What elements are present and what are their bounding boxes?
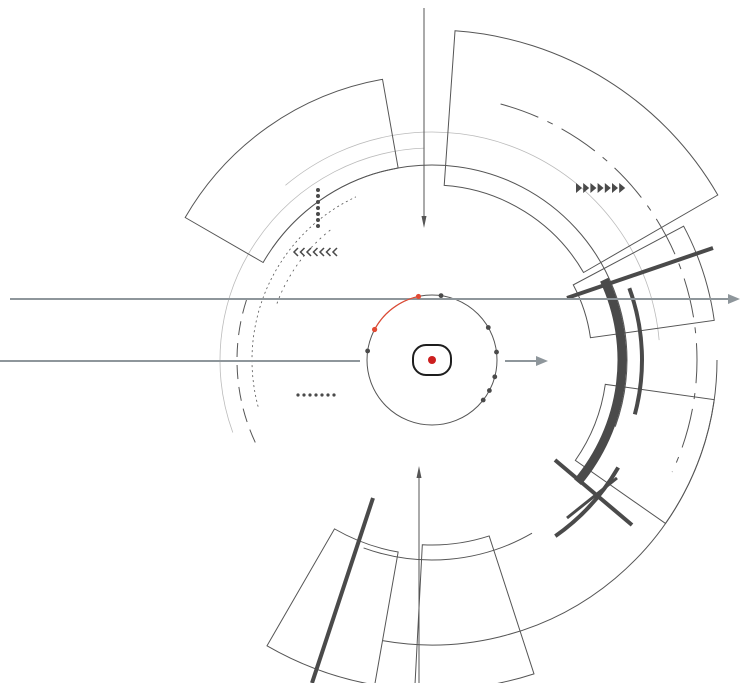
short-right-arrowhead — [536, 356, 548, 366]
light-ring-arc — [285, 131, 660, 341]
vertical-dot-marker — [316, 200, 320, 204]
right-triangle-marker — [583, 183, 590, 193]
horizontal-dot-marker — [296, 393, 300, 397]
red-node-dot — [372, 326, 378, 333]
ring-node-dot — [438, 293, 444, 299]
outer-dashed-arc — [500, 103, 698, 473]
vertical-dot-marker — [316, 206, 320, 210]
marker-glyphs — [292, 183, 626, 397]
ring-node-dot — [492, 374, 498, 380]
right-triangle-marker — [590, 183, 597, 193]
diagonal-bar-lower-left — [310, 497, 375, 683]
left-chevron-marker — [292, 247, 299, 257]
vertical-dot-marker — [316, 194, 320, 198]
right-triangle-marker — [597, 183, 604, 193]
dotted-ring-arc — [251, 196, 357, 407]
horizontal-dot-marker — [320, 393, 324, 397]
vertical-dot-marker — [316, 224, 320, 228]
right-triangle-marker — [604, 183, 611, 193]
outermost-arc — [382, 359, 718, 646]
sector-lower-right — [574, 383, 715, 525]
vertical-dot-marker — [316, 212, 320, 216]
ring-node-dot — [480, 397, 486, 403]
ring-node-dot — [494, 349, 499, 355]
concentric-rings — [219, 103, 718, 646]
ring-node-dot — [485, 325, 491, 330]
right-triangle-marker — [576, 183, 582, 193]
horizontal-dot-marker — [326, 393, 330, 397]
horizontal-dot-marker — [308, 393, 312, 397]
sector-lower-left — [266, 528, 399, 683]
vertical-bottom-arrowhead — [416, 466, 422, 478]
arrow-lines — [0, 8, 740, 683]
left-chevron-marker — [305, 247, 312, 257]
vertical-dot-marker — [316, 188, 320, 192]
left-chevron-marker — [331, 247, 338, 257]
left-chevron-marker — [299, 247, 306, 257]
red-node-dot — [415, 293, 422, 300]
lower-ring-arc — [363, 532, 533, 561]
vertical-dot-marker — [316, 218, 320, 222]
ring-node-dot — [486, 388, 492, 393]
ring-node-dot — [365, 348, 371, 354]
horizontal-dot-marker — [314, 393, 318, 397]
thick-arc-bar — [574, 277, 627, 486]
light-ring-arc-left — [219, 147, 425, 433]
left-chevron-marker — [325, 247, 332, 257]
red-inner-arc — [374, 295, 419, 330]
diagonal-bar-cross — [566, 476, 618, 520]
center-target-dot — [428, 356, 436, 364]
right-triangle-marker — [619, 183, 626, 193]
horizontal-axis-arrowhead — [728, 294, 740, 304]
vertical-top-arrowhead — [421, 216, 427, 228]
sector-upper-right — [443, 30, 719, 274]
thin-arc-bar — [627, 287, 644, 415]
diagonal-bar-top — [566, 246, 714, 300]
dashed-ring-arc — [236, 293, 256, 443]
left-chevron-marker — [318, 247, 325, 257]
central-reticle — [365, 293, 499, 403]
right-triangle-marker — [612, 183, 618, 193]
horizontal-dot-marker — [332, 393, 336, 397]
thick-bars — [310, 246, 714, 683]
sector-lower-center — [414, 535, 535, 683]
inner-circle — [366, 294, 498, 426]
sector-upper-left — [184, 78, 399, 264]
sector-right — [572, 225, 715, 339]
horizontal-dot-marker — [302, 393, 306, 397]
dotted-ring-arc-lower — [276, 229, 331, 304]
left-chevron-marker — [312, 247, 319, 257]
diagonal-bar-bottom — [553, 458, 634, 527]
thin-arc-bar-lower — [554, 466, 620, 538]
